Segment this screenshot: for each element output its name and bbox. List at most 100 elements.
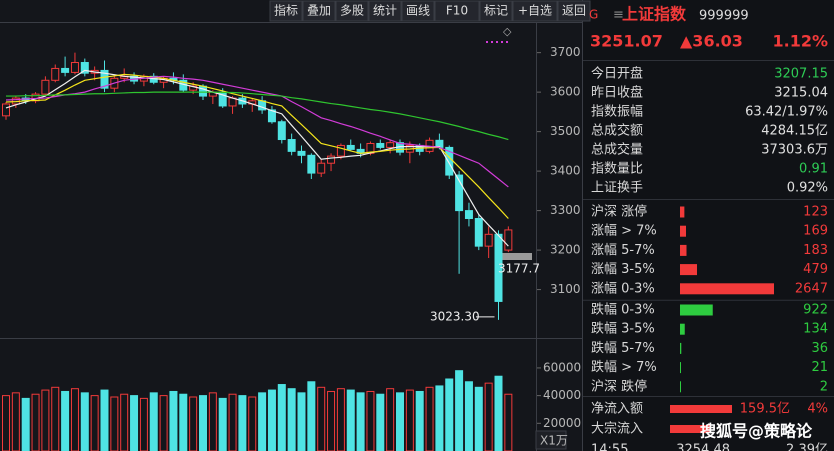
- candle-body: [2, 103, 10, 117]
- toolbar-button[interactable]: [557, 0, 591, 22]
- flow-bar: [670, 405, 732, 413]
- volume-bar: [287, 388, 296, 451]
- stat-value: 0.92%: [787, 181, 828, 196]
- stat-label: 昨日收盘: [591, 85, 643, 101]
- volume-tick-label: 20000: [543, 416, 581, 430]
- breadth-count: 183: [803, 243, 828, 258]
- toolbar-label[interactable]: 统计: [373, 4, 397, 18]
- toolbar-button[interactable]: [512, 0, 558, 22]
- change: ▲36.03: [680, 32, 743, 51]
- breadth-label: 跌幅 5-7%: [591, 340, 655, 356]
- toolbar-button[interactable]: [479, 0, 513, 22]
- volume-bar: [356, 392, 365, 451]
- candle-body: [100, 69, 109, 89]
- volume-bar: [346, 389, 355, 451]
- stat-label: 总成交额: [591, 123, 643, 139]
- volume-bar: [21, 397, 30, 451]
- volume-bar: [317, 386, 326, 451]
- stat-label: 指数量比: [591, 162, 643, 177]
- breadth-label: 沪深 涨停: [591, 204, 647, 220]
- volume-bar: [425, 386, 434, 451]
- volume-bar: [179, 393, 188, 451]
- candle-body: [484, 233, 493, 247]
- toolbar-button[interactable]: [401, 0, 435, 22]
- toolbar-button[interactable]: [302, 0, 336, 22]
- volume-bar: [258, 392, 267, 451]
- toolbar-label[interactable]: 标记: [484, 4, 508, 18]
- breadth-bar: [680, 264, 698, 276]
- menu-icon[interactable]: ≡: [613, 8, 624, 23]
- toolbar-button[interactable]: [269, 0, 303, 22]
- volume-bar: [139, 397, 148, 451]
- flow-label: 净流入额: [591, 402, 643, 417]
- volume-bar: [277, 384, 286, 451]
- breadth-count: 922: [803, 303, 828, 318]
- toolbar-label[interactable]: 多股: [340, 4, 364, 18]
- breadth-count: 134: [803, 322, 828, 337]
- candle-body: [51, 67, 60, 81]
- candle-body: [70, 62, 79, 73]
- volume-bar: [2, 395, 10, 451]
- moving-average: [6, 91, 509, 141]
- volume-bar: [31, 393, 40, 451]
- stat-value: 3207.15: [774, 67, 828, 82]
- breadth-bar: [680, 342, 682, 354]
- candle-body: [61, 67, 70, 73]
- volume-bar: [327, 390, 336, 451]
- stat-label: 指数振幅: [591, 105, 643, 120]
- breadth-bar: [680, 225, 687, 237]
- volume-bar: [504, 393, 513, 451]
- volume-bar: [11, 392, 20, 451]
- volume-bar: [238, 395, 247, 451]
- stat-label: 今日开盘: [591, 66, 643, 82]
- breadth-label: 涨幅 > 7%: [591, 224, 657, 239]
- unit-box: [535, 430, 567, 450]
- breadth-count: 169: [803, 224, 828, 239]
- stat-label: 总成交量: [591, 142, 643, 158]
- breadth-bar: [680, 323, 685, 335]
- volume-bar: [386, 388, 395, 451]
- volume-bar: [267, 389, 276, 451]
- volume-bar: [405, 389, 414, 451]
- toolbar-label[interactable]: 画线: [406, 4, 430, 18]
- flow-bar: [670, 425, 710, 433]
- candle-body: [41, 79, 50, 95]
- candle-body: [287, 139, 296, 152]
- breadth-bar: [680, 283, 774, 295]
- candle-body: [267, 109, 276, 123]
- y-tick-label: 3400: [550, 164, 581, 178]
- volume-bar: [297, 392, 306, 451]
- toolbar-button[interactable]: [434, 0, 480, 22]
- breadth-bar: [680, 381, 681, 393]
- breadth-bar: [680, 304, 713, 316]
- breadth-count: 21: [811, 360, 828, 375]
- toolbar-label[interactable]: +自选: [518, 4, 552, 18]
- y-tick-label: 3300: [550, 203, 581, 217]
- toolbar-button[interactable]: [335, 0, 369, 22]
- toolbar-button[interactable]: [368, 0, 402, 22]
- flow-label: 大宗流入: [591, 421, 643, 437]
- breadth-bar: [680, 244, 687, 256]
- volume-bar: [307, 381, 316, 451]
- volume-bar: [61, 390, 70, 451]
- volume-bar: [435, 385, 444, 451]
- candle-body: [504, 229, 513, 251]
- index-name: 上证指数: [622, 5, 687, 24]
- breadth-label: 涨幅 5-7%: [591, 243, 655, 258]
- volume-bar: [80, 392, 89, 451]
- breadth-count: 36: [811, 341, 828, 356]
- toolbar-label[interactable]: 指标: [274, 3, 298, 18]
- toolbar-label[interactable]: 叠加: [307, 4, 331, 18]
- index-code: 999999: [699, 9, 749, 24]
- price-marker: [496, 253, 532, 260]
- settings-icon[interactable]: ◇: [503, 25, 512, 38]
- volume-bar: [494, 375, 503, 451]
- candle-body: [277, 121, 286, 141]
- candle-body: [297, 150, 306, 156]
- toolbar-label[interactable]: F10: [446, 4, 468, 18]
- y-tick-label: 3200: [550, 243, 581, 257]
- price: 3251.07: [590, 32, 663, 51]
- toolbar-label[interactable]: 返回: [562, 4, 586, 18]
- candle-body: [494, 233, 503, 302]
